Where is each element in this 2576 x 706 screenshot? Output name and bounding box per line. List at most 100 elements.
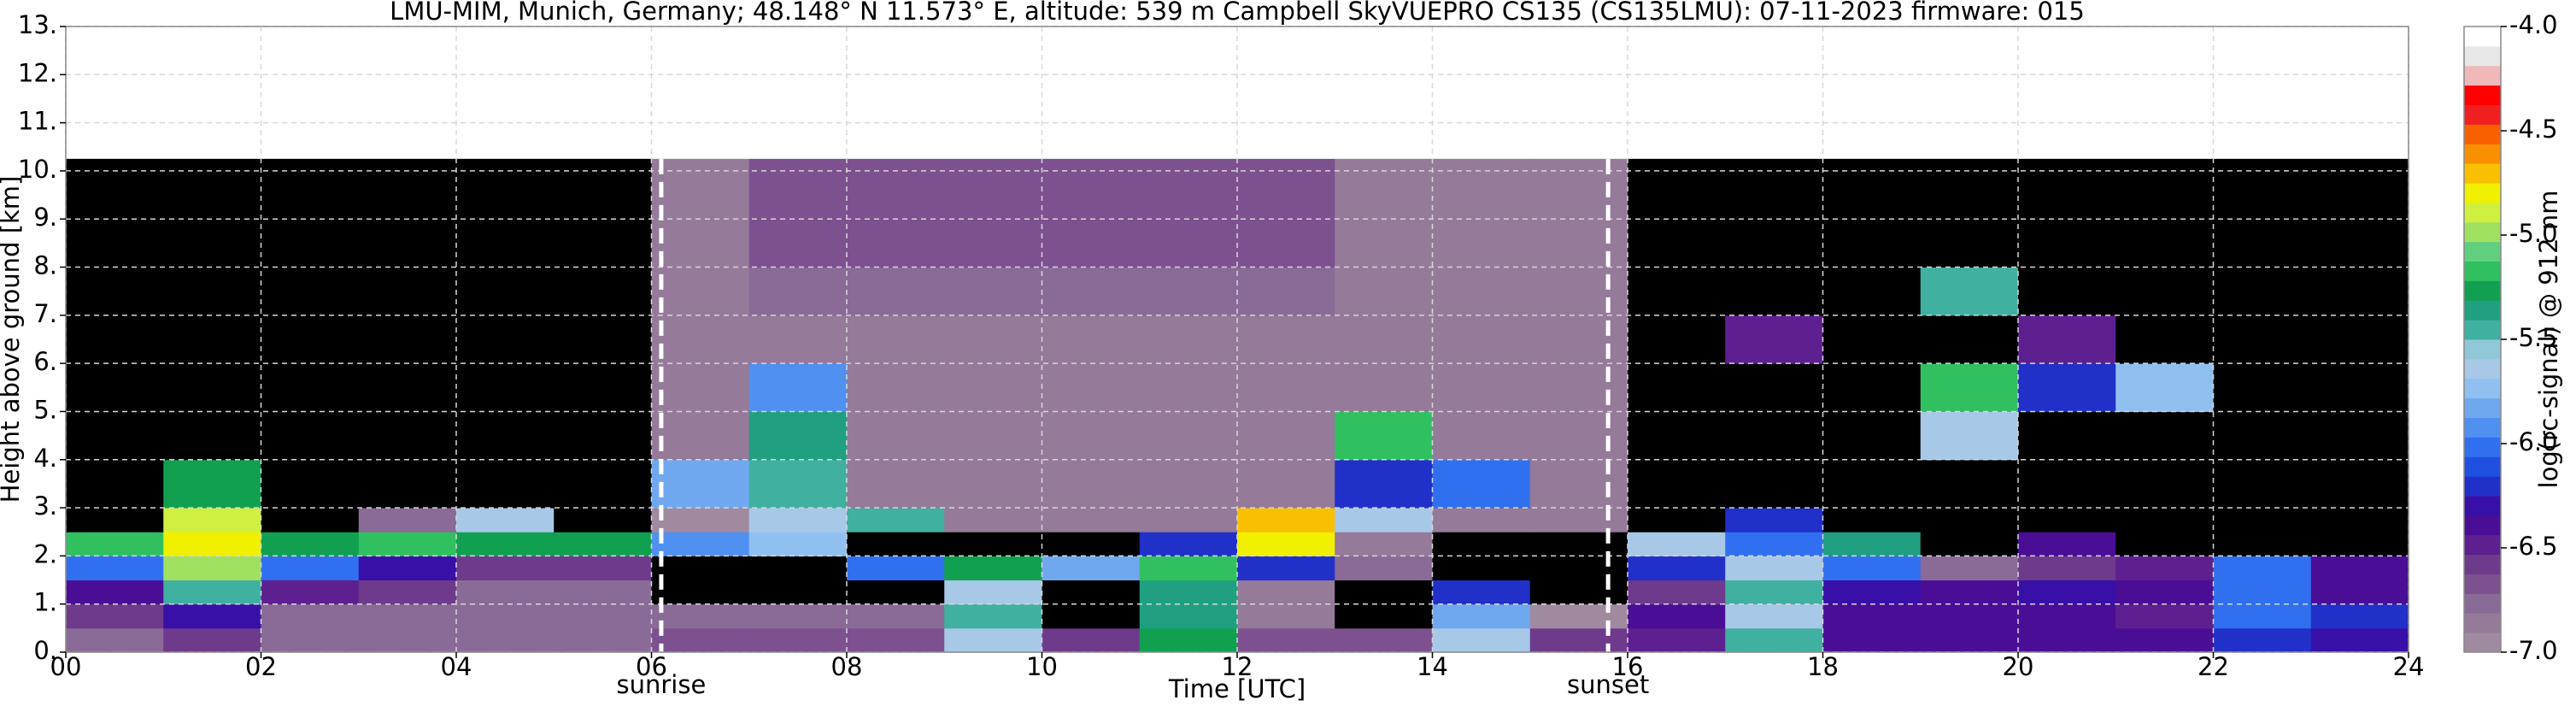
y-tick-label: 5. xyxy=(33,395,57,424)
heatmap-cell xyxy=(358,603,457,629)
heatmap-cell xyxy=(2115,627,2214,653)
heatmap-cell xyxy=(2213,363,2312,412)
heatmap-cell xyxy=(944,219,1042,268)
heatmap-cell xyxy=(1335,411,1433,461)
heatmap-cell xyxy=(1725,363,1823,412)
heatmap-cell xyxy=(1335,603,1433,629)
heatmap-cell xyxy=(1725,219,1823,268)
annotation-label: sunset xyxy=(1567,670,1649,699)
heatmap-cell xyxy=(261,267,360,316)
heatmap-cell xyxy=(1139,556,1238,581)
heatmap-cell xyxy=(847,603,945,629)
heatmap-cell xyxy=(1139,219,1238,268)
heatmap-cell xyxy=(2310,532,2409,556)
y-tick-label: 2. xyxy=(33,539,57,568)
colorbar-swatch xyxy=(2464,241,2501,262)
colorbar-swatch xyxy=(2464,437,2501,457)
heatmap-cell xyxy=(66,158,164,220)
heatmap-cell xyxy=(847,158,945,220)
heatmap-cell xyxy=(1628,627,1726,653)
heatmap-cell xyxy=(554,556,652,581)
heatmap-cell xyxy=(261,459,360,509)
heatmap-cell xyxy=(1432,627,1531,653)
heatmap-cell xyxy=(163,459,261,509)
heatmap-cell xyxy=(1628,459,1726,509)
heatmap-cell xyxy=(1042,603,1141,629)
heatmap-cell xyxy=(163,627,261,653)
heatmap-cell xyxy=(1432,363,1531,412)
heatmap-cell xyxy=(1822,219,1922,268)
heatmap-cell xyxy=(358,508,457,532)
heatmap-cell xyxy=(2018,411,2116,461)
heatmap-cell xyxy=(748,627,848,653)
heatmap-cell xyxy=(651,158,750,220)
heatmap-cell xyxy=(456,580,555,605)
heatmap-cell xyxy=(1725,580,1823,605)
heatmap-cell xyxy=(748,411,848,461)
colorbar-swatch xyxy=(2464,124,2501,144)
colorbar-swatch xyxy=(2464,85,2501,105)
heatmap-cell xyxy=(1628,603,1726,629)
colorbar-tick-label: -4.0 xyxy=(2509,10,2558,39)
y-tick-label: 13. xyxy=(18,10,57,39)
heatmap-cell xyxy=(1432,603,1531,629)
heatmap-cell xyxy=(944,580,1042,605)
colorbar-swatch xyxy=(2464,632,2501,653)
heatmap-cell xyxy=(1432,315,1531,364)
heatmap-cell xyxy=(2018,158,2116,220)
heatmap-cell xyxy=(1822,267,1922,316)
x-tick-label: 02 xyxy=(245,652,277,681)
heatmap-cell xyxy=(2018,603,2116,629)
heatmap-cell xyxy=(1042,556,1141,581)
colorbar-tick-label: -6.0 xyxy=(2509,427,2558,456)
y-tick-label: 6. xyxy=(33,347,57,376)
heatmap-cell xyxy=(1335,580,1433,605)
heatmap-cell xyxy=(163,532,261,556)
heatmap-cell xyxy=(261,556,360,581)
heatmap-cell xyxy=(2310,411,2409,461)
heatmap-cell xyxy=(1139,315,1238,364)
heatmap-cell xyxy=(748,459,848,509)
heatmap-cell xyxy=(456,219,555,268)
heatmap-cell xyxy=(847,532,945,556)
heatmap-cell xyxy=(554,411,652,461)
heatmap-cell xyxy=(456,556,555,581)
heatmap-cell xyxy=(2310,315,2409,364)
colorbar-swatch xyxy=(2464,300,2501,321)
heatmap-cell xyxy=(261,508,360,532)
colorbar-swatch xyxy=(2464,280,2501,301)
colorbar-swatch xyxy=(2464,476,2501,497)
colorbar-swatch xyxy=(2464,593,2501,614)
heatmap-cell xyxy=(1139,532,1238,556)
x-tick-label: 20 xyxy=(2003,652,2034,681)
x-tick-label: 04 xyxy=(441,652,472,681)
x-axis-label: Time [UTC] xyxy=(1168,674,1306,703)
colorbar-swatch xyxy=(2464,261,2501,281)
heatmap-cell xyxy=(847,508,945,532)
heatmap-cell xyxy=(358,411,457,461)
heatmap-cell xyxy=(651,556,750,581)
heatmap-cell xyxy=(1920,508,2019,532)
heatmap-cell xyxy=(554,508,652,532)
heatmap-cell xyxy=(1139,459,1238,509)
heatmap-cell xyxy=(1335,508,1433,532)
colorbar-swatch xyxy=(2464,417,2501,438)
heatmap-cell xyxy=(1237,508,1335,532)
heatmap-cell xyxy=(2115,508,2214,532)
heatmap-cell xyxy=(554,363,652,412)
heatmap-cell xyxy=(651,508,750,532)
heatmap-cell xyxy=(1042,627,1141,653)
heatmap-cell xyxy=(748,580,848,605)
heatmap-cell xyxy=(66,219,164,268)
heatmap-cell xyxy=(358,580,457,605)
colorbar-swatch xyxy=(2464,397,2501,418)
heatmap-cell xyxy=(748,603,848,629)
heatmap-cell xyxy=(944,158,1042,220)
colorbar-swatch xyxy=(2464,45,2501,67)
heatmap-cell xyxy=(358,219,457,268)
heatmap-cell xyxy=(1529,411,1628,461)
colorbar-swatch xyxy=(2464,534,2501,556)
heatmap-cell xyxy=(2213,580,2312,605)
